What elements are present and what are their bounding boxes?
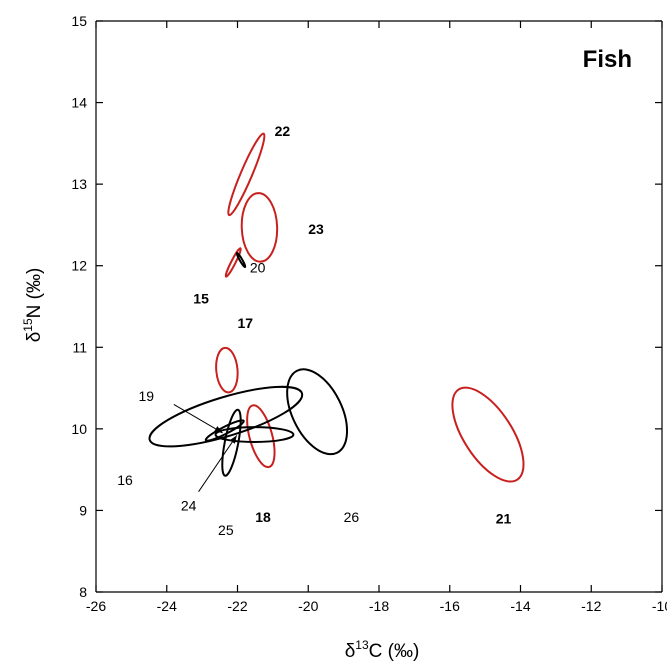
x-axis-title-prefix: δ (345, 641, 356, 662)
ellipse-label-22: 22 (275, 123, 291, 139)
x-tick-label: -12 (581, 598, 601, 614)
ellipse-19 (204, 419, 245, 442)
ellipse-17 (215, 346, 239, 394)
ellipse-label-26: 26 (344, 509, 360, 525)
x-axis-title: δ13C (‰) (345, 638, 420, 662)
ellipse-label-16: 16 (117, 472, 133, 488)
ellipses (148, 132, 525, 483)
y-tick-label: 10 (71, 421, 87, 437)
ellipse-26 (286, 368, 349, 456)
ellipse-label-15: 15 (193, 290, 209, 306)
ellipse-label-23: 23 (308, 221, 324, 237)
y-tick-label: 8 (79, 584, 87, 600)
y-tick-label: 13 (71, 176, 87, 192)
x-tick-label: -22 (227, 598, 247, 614)
ellipse-24 (214, 426, 295, 443)
x-tick-label: -14 (510, 598, 530, 614)
ticks: -26 -24 -22 -20 -18 -16 -14 -12 -10 8 9 10 11 12 13 14 1… (71, 13, 667, 614)
y-axis-title-sup: 15 (21, 318, 35, 332)
x-tick-label: -18 (369, 598, 389, 614)
ellipse-label-19: 19 (138, 388, 154, 404)
x-tick-label: -24 (157, 598, 177, 614)
ellipse-label-21: 21 (496, 511, 512, 527)
ellipse-label-17: 17 (238, 315, 254, 331)
ellipse-21 (451, 386, 525, 483)
ellipse-15 (224, 247, 242, 278)
ellipse-23 (240, 192, 279, 263)
y-tick-label: 12 (71, 258, 87, 274)
ellipse-20 (235, 251, 247, 269)
y-tick-label: 11 (72, 339, 87, 355)
y-tick-label: 9 (79, 502, 87, 518)
ellipse-16 (148, 385, 304, 448)
arrow-head (214, 426, 223, 433)
ellipse-label-18: 18 (255, 509, 271, 525)
ellipse-22 (227, 132, 266, 217)
ellipse-label-20: 20 (250, 259, 266, 275)
y-tick-label: 14 (71, 95, 87, 111)
x-tick-label: -20 (298, 598, 318, 614)
panel-label: Fish (583, 46, 632, 73)
arrow-line (173, 403, 223, 434)
x-tick-label: -16 (440, 598, 460, 614)
ellipse-label-25: 25 (218, 522, 234, 538)
x-tick-label: -10 (652, 598, 667, 614)
ellipse-25 (221, 408, 242, 477)
y-axis-title: δ15N (‰) (21, 268, 45, 343)
arrow-head (229, 435, 237, 444)
ellipse-labels: 22 23 15 20 17 26 21 18 16 24 25 19 (117, 123, 511, 538)
x-tick-label: -26 (86, 598, 106, 614)
x-axis-title-main: C (‰) (369, 641, 420, 662)
y-tick-label: 15 (71, 13, 87, 29)
y-axis-title-prefix: δ (24, 332, 45, 343)
ellipse-label-24: 24 (181, 498, 197, 514)
arrow-line (198, 435, 238, 492)
arrows (173, 403, 238, 492)
y-axis-title-main: N (‰) (24, 268, 45, 319)
x-axis-title-sup: 13 (355, 638, 369, 652)
ellipse-18 (246, 404, 276, 469)
